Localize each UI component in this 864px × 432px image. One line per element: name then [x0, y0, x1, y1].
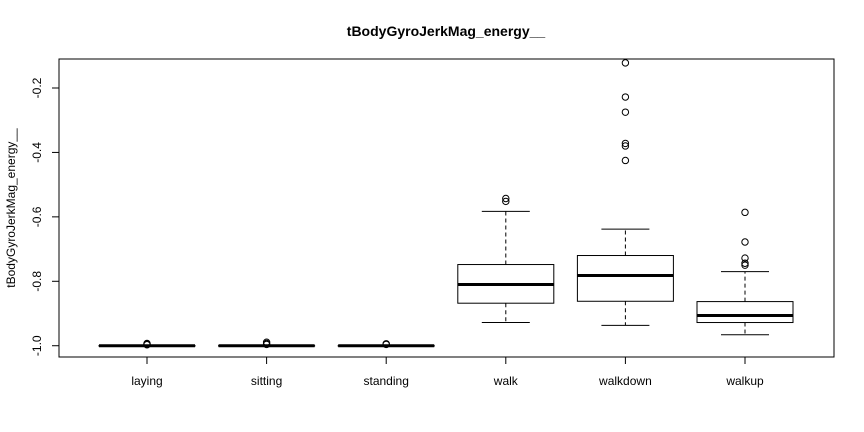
outlier-point [741, 254, 749, 262]
outlier-point [621, 59, 630, 67]
y-axis-label: tBodyGyroJerkMag_energy__ [4, 128, 18, 288]
outlier-point [502, 194, 510, 203]
outlier-point [621, 108, 630, 116]
chart-title: tBodyGyroJerkMag_energy__ [347, 23, 546, 39]
y-axis: -1.0 -0.8 -0.6 -0.4 -0.2 [30, 77, 60, 356]
box-walkup [696, 208, 794, 336]
x-axis: laying sitting standing walk walkdown walkup [131, 356, 764, 388]
outlier-point [143, 341, 151, 349]
outlier-point [741, 259, 749, 267]
box-sitting [218, 338, 316, 349]
y-tick-label: -0.4 [30, 142, 44, 163]
y-tick-label: -0.2 [30, 77, 44, 98]
box-standing [337, 340, 435, 349]
outlier-point [621, 139, 630, 148]
box-laying [98, 339, 196, 349]
x-tick-label: laying [131, 374, 162, 388]
x-tick-label: sitting [251, 374, 282, 388]
y-tick-label: -1.0 [30, 335, 44, 356]
box-rect [696, 301, 794, 324]
x-tick-label: standing [364, 374, 409, 388]
x-tick-label: walkup [725, 374, 764, 388]
outlier-point [621, 142, 630, 150]
box-walkdown [576, 59, 674, 326]
box-walk [457, 194, 555, 324]
box-rect [576, 255, 674, 302]
boxes [98, 59, 794, 349]
y-tick-label: -0.6 [30, 206, 44, 227]
y-tick-label: -0.8 [30, 271, 44, 292]
outlier-point [502, 197, 510, 206]
outlier-point [382, 340, 390, 349]
outlier-point [741, 238, 749, 246]
outlier-point [621, 93, 630, 101]
x-tick-label: walkdown [598, 374, 652, 388]
x-tick-label: walk [493, 374, 519, 388]
outlier-point [741, 208, 749, 217]
outlier-point [262, 340, 271, 349]
outlier-point [621, 156, 630, 165]
outlier-point [741, 261, 749, 269]
